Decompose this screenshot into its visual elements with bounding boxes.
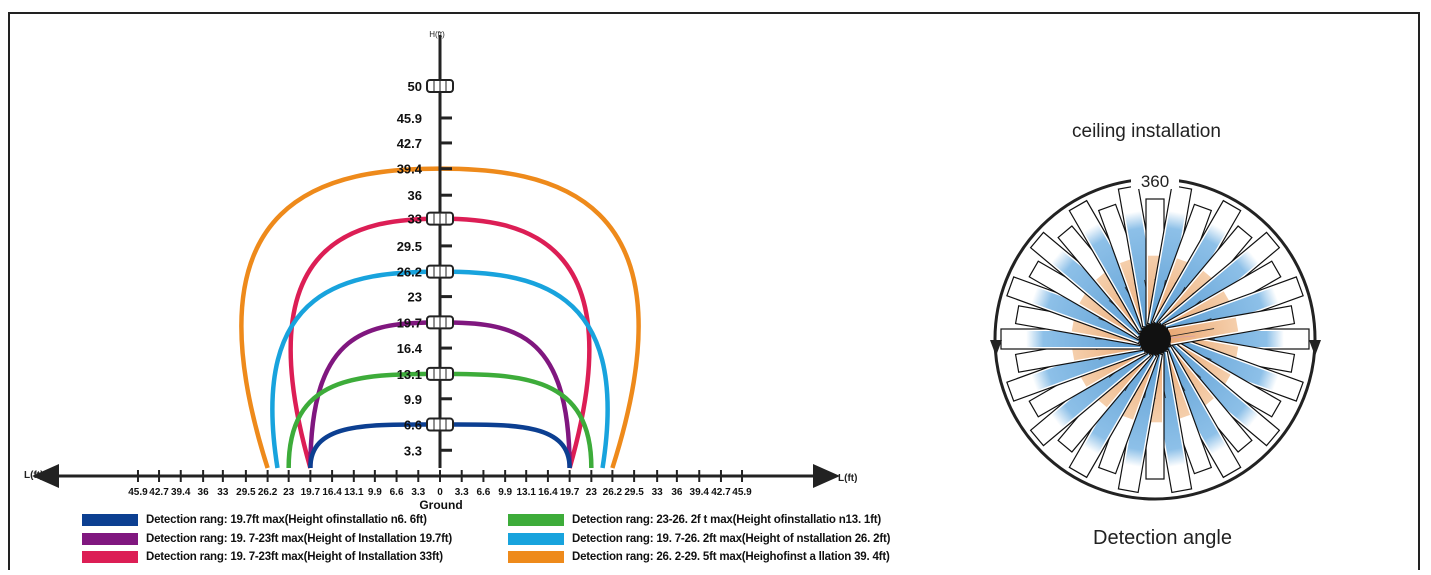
ground-tick-label: 13.1: [344, 487, 364, 498]
legend-label: Detection rang: 19. 7-23ft max(Height of…: [146, 551, 443, 563]
legend-label: Detection rang: 19. 7-26. 2ft max(Height…: [572, 533, 891, 545]
ground-tick-label: 19.7: [301, 487, 321, 498]
ground-tick-label: 16.4: [538, 487, 558, 498]
ground-tick-label: 23: [283, 487, 295, 498]
ground-tick-label: 42.7: [711, 487, 731, 498]
legend-swatch: [82, 533, 138, 545]
top-view-diagram: 360: [990, 169, 1321, 501]
ground-tick-label: 33: [217, 487, 229, 498]
ground-tick-label: 29.5: [624, 487, 644, 498]
ground-tick-label: 3.3: [455, 487, 469, 498]
height-tick-label: 36: [408, 188, 422, 203]
height-tick-label: 13.1: [397, 367, 422, 382]
height-tick-label: 33: [408, 212, 422, 227]
legend-swatch: [508, 551, 564, 563]
height-tick-label: 42.7: [397, 136, 422, 151]
ground-tick-label: 3.3: [411, 487, 425, 498]
height-tick-label: 16.4: [397, 341, 423, 356]
legend-swatch: [82, 514, 138, 526]
sector-fill-blue: [1149, 210, 1186, 327]
angle-label-bg: [1131, 169, 1179, 189]
sensor-markers: [426, 79, 454, 432]
ground-tick-label: 45.9: [128, 487, 148, 498]
ground-tick-label: 19.7: [560, 487, 580, 498]
height-tick-label: 23: [408, 290, 422, 305]
ground-tick-label: 45.9: [732, 487, 752, 498]
legend-item: Detection rang: 26. 2-29. 5ft max(Heigho…: [508, 551, 890, 563]
legend-item: Detection rang: 19. 7-23ft max(Height of…: [82, 551, 443, 563]
ground-label: Ground: [419, 498, 462, 512]
angle-label: 360: [1141, 172, 1169, 191]
ground-tick-label: 33: [652, 487, 664, 498]
legend-label: Detection rang: 26. 2-29. 5ft max(Heigho…: [572, 551, 890, 563]
detection-sectors: [1000, 184, 1310, 494]
right-rotation-arrow: [1309, 340, 1321, 356]
ground-tick-label: 29.5: [236, 487, 256, 498]
height-tick-label: 19.7: [397, 315, 422, 330]
y-axis-label: H(ft): [429, 30, 445, 39]
height-tick-label: 6.6: [404, 418, 422, 433]
legend-swatch: [508, 514, 564, 526]
left-rotation-arrow: [990, 340, 1002, 356]
height-tick-label: 29.5: [397, 239, 422, 254]
ceiling-installation-title: ceiling installation: [1072, 121, 1221, 142]
sector-fill-blue: [1031, 287, 1145, 342]
height-tick-label: 3.3: [404, 443, 422, 458]
ground-tick-label: 13.1: [516, 487, 536, 498]
ground-tick-label: 26.2: [603, 487, 623, 498]
ground-tick-label: 23: [586, 487, 598, 498]
legend-item: Detection rang: 19. 7-23ft max(Height of…: [82, 533, 452, 545]
ground-tick-label: 42.7: [149, 487, 169, 498]
ground-tick-label: 36: [671, 487, 683, 498]
height-axis-ticks: 3.3 6.6 9.9 13.1 16.4 19.7 23 26.2 29.5 33 36 39.4 4…: [397, 79, 452, 458]
legend-label: Detection rang: 19.7ft max(Height ofinst…: [146, 514, 427, 526]
legend-swatch: [82, 551, 138, 563]
sector-fill-blue: [1124, 351, 1161, 468]
ground-axis-ticks: 45.9 42.7 39.4 36 33 29.5 26.2 23 19.7 16.4 13.1 9.…: [128, 470, 752, 498]
ground-tick-label: 36: [198, 487, 210, 498]
ground-tick-label: 39.4: [171, 487, 191, 498]
ground-tick-label: 16.4: [322, 487, 342, 498]
detection-angle-caption: Detection angle: [1093, 527, 1232, 549]
height-tick-label: 45.9: [397, 111, 422, 126]
legend-label: Detection rang: 23-26. 2f t max(Height o…: [572, 514, 882, 526]
legend-label: Detection rang: 19. 7-23ft max(Height of…: [146, 533, 453, 545]
height-tick-label: 26.2: [397, 265, 422, 280]
ground-tick-label: 6.6: [390, 487, 404, 498]
ground-tick-label: 0: [437, 487, 443, 498]
legend-item: Detection rang: 19. 7-26. 2ft max(Height…: [508, 533, 890, 545]
height-tick-label: 50: [408, 79, 422, 94]
legend-swatch: [508, 533, 564, 545]
x-axis-label-right: L(ft): [838, 473, 857, 484]
height-tick-label: 9.9: [404, 392, 422, 407]
ground-tick-label: 39.4: [690, 487, 710, 498]
x-axis-label-left: L(ft): [24, 470, 43, 481]
ground-tick-label: 9.9: [498, 487, 512, 498]
ground-tick-label: 9.9: [368, 487, 382, 498]
side-view-chart: 3.36.69.913.116.419.72326.229.5333639.44…: [24, 30, 857, 512]
sector-fill-blue: [1165, 336, 1279, 391]
outer-frame: [8, 12, 1420, 570]
ground-tick-label: 26.2: [258, 487, 278, 498]
legend-item: Detection rang: 19.7ft max(Height ofinst…: [82, 514, 427, 526]
legend-item: Detection rang: 23-26. 2f t max(Height o…: [508, 514, 881, 526]
sensor-center: [1139, 323, 1171, 355]
ground-tick-label: 6.6: [476, 487, 490, 498]
height-tick-label: 39.4: [397, 162, 423, 177]
